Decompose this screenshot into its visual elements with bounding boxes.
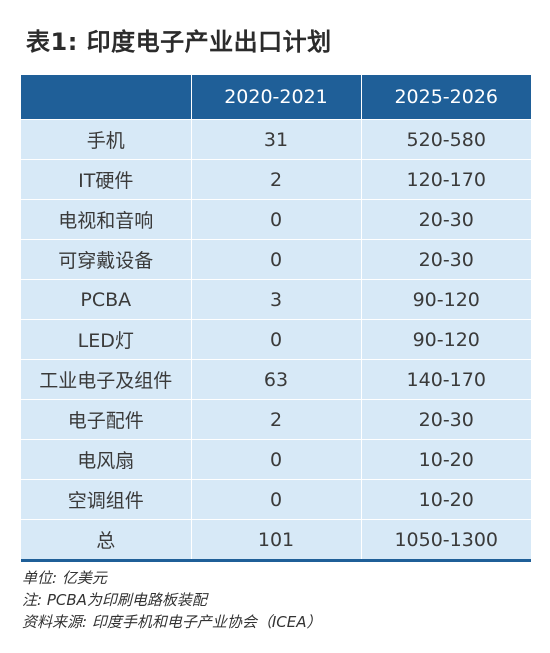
row-2021-cell: 0 xyxy=(190,439,361,480)
row-item-cell: PCBA xyxy=(21,279,191,320)
row-2026-cell: 90-120 xyxy=(360,319,531,360)
unit-note: 单位: 亿美元 xyxy=(22,569,107,587)
row-item-cell: LED灯 xyxy=(21,319,191,360)
row-item-cell: 总 xyxy=(21,519,191,562)
row-2026-cell: 120-170 xyxy=(360,159,531,200)
row-2021-cell: 63 xyxy=(190,359,361,400)
row-2026-cell: 90-120 xyxy=(360,279,531,320)
row-2026-cell: 140-170 xyxy=(360,359,531,400)
row-2026-cell: 20-30 xyxy=(360,399,531,440)
export-plan-table: 2020-2021 2025-2026 手机 31 520-580 IT硬件 2… xyxy=(21,75,531,562)
header-cell-2025-2026: 2025-2026 xyxy=(360,75,531,120)
table-row: PCBA 3 90-120 xyxy=(21,279,531,320)
table-title: 表1: 印度电子产业出口计划 xyxy=(26,28,332,56)
table-row: IT硬件 2 120-170 xyxy=(21,159,531,200)
table-total-row: 总 101 1050-1300 xyxy=(21,519,531,562)
row-item-cell: 手机 xyxy=(21,119,191,160)
table-row: 电子配件 2 20-30 xyxy=(21,399,531,440)
row-2021-cell: 101 xyxy=(190,519,361,562)
row-item-cell: 电风扇 xyxy=(21,439,191,480)
table-row: 电风扇 0 10-20 xyxy=(21,439,531,480)
table-notes: 单位: 亿美元 注: PCBA为印刷电路板装配 资料来源: 印度手机和电子产业协… xyxy=(22,567,321,633)
row-2021-cell: 0 xyxy=(190,319,361,360)
table-row: 电视和音响 0 20-30 xyxy=(21,199,531,240)
row-2021-cell: 0 xyxy=(190,239,361,280)
pcba-note: 注: PCBA为印刷电路板装配 xyxy=(22,591,207,609)
row-2026-cell: 10-20 xyxy=(360,439,531,480)
table-row: 空调组件 0 10-20 xyxy=(21,479,531,520)
row-2021-cell: 2 xyxy=(190,399,361,440)
row-2026-cell: 20-30 xyxy=(360,199,531,240)
table-row: 工业电子及组件 63 140-170 xyxy=(21,359,531,400)
row-item-cell: 空调组件 xyxy=(21,479,191,520)
row-2026-cell: 20-30 xyxy=(360,239,531,280)
row-2026-cell: 1050-1300 xyxy=(360,519,531,562)
row-2026-cell: 520-580 xyxy=(360,119,531,160)
row-2021-cell: 31 xyxy=(190,119,361,160)
row-item-cell: 电视和音响 xyxy=(21,199,191,240)
row-2026-cell: 10-20 xyxy=(360,479,531,520)
table-row: 手机 31 520-580 xyxy=(21,119,531,160)
export-plan-table-wrap: 2020-2021 2025-2026 手机 31 520-580 IT硬件 2… xyxy=(21,75,531,562)
header-cell-2020-2021: 2020-2021 xyxy=(190,75,361,120)
header-cell-item xyxy=(21,75,191,120)
row-item-cell: 工业电子及组件 xyxy=(21,359,191,400)
source-note: 资料来源: 印度手机和电子产业协会（ICEA） xyxy=(22,613,322,631)
row-2021-cell: 0 xyxy=(190,479,361,520)
row-2021-cell: 3 xyxy=(190,279,361,320)
table-header-row: 2020-2021 2025-2026 xyxy=(21,75,531,120)
row-2021-cell: 0 xyxy=(190,199,361,240)
row-item-cell: IT硬件 xyxy=(21,159,191,200)
table-row: 可穿戴设备 0 20-30 xyxy=(21,239,531,280)
row-item-cell: 可穿戴设备 xyxy=(21,239,191,280)
row-item-cell: 电子配件 xyxy=(21,399,191,440)
table-row: LED灯 0 90-120 xyxy=(21,319,531,360)
row-2021-cell: 2 xyxy=(190,159,361,200)
